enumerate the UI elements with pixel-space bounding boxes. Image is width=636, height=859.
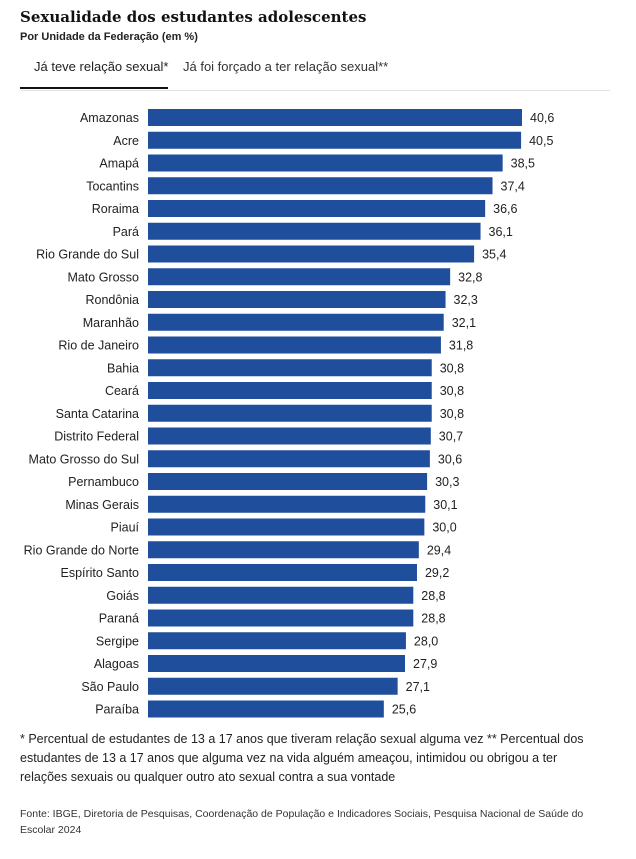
bar[interactable] bbox=[148, 131, 522, 149]
category-label: Mato Grosso bbox=[67, 270, 139, 284]
category-label: Pará bbox=[113, 225, 139, 239]
value-label: 32,1 bbox=[452, 316, 476, 330]
bar[interactable] bbox=[148, 586, 414, 604]
category-label: Mato Grosso do Sul bbox=[29, 452, 139, 466]
bar[interactable] bbox=[148, 700, 384, 718]
category-label: Goiás bbox=[106, 589, 139, 603]
category-label: Alagoas bbox=[94, 657, 139, 671]
category-label: Ceará bbox=[105, 384, 139, 398]
bar[interactable] bbox=[148, 336, 441, 354]
category-label: Piauí bbox=[111, 521, 140, 535]
category-label: Acre bbox=[113, 134, 139, 148]
bar[interactable] bbox=[148, 427, 431, 445]
value-label: 29,4 bbox=[427, 543, 451, 557]
value-label: 28,8 bbox=[421, 589, 445, 603]
value-label: 27,1 bbox=[406, 680, 430, 694]
bar[interactable] bbox=[148, 518, 425, 536]
category-label: Pernambuco bbox=[68, 475, 139, 489]
bar[interactable] bbox=[148, 245, 475, 263]
bar[interactable] bbox=[148, 359, 432, 377]
chart-subtitle: Por Unidade da Federação (em %) bbox=[20, 31, 198, 43]
value-label: 30,6 bbox=[438, 452, 462, 466]
category-label: Distrito Federal bbox=[54, 430, 139, 444]
value-label: 36,6 bbox=[493, 202, 517, 216]
category-label: Paraíba bbox=[95, 703, 139, 717]
bar[interactable] bbox=[148, 632, 406, 650]
bar[interactable] bbox=[148, 382, 432, 399]
value-label: 30,3 bbox=[435, 475, 459, 489]
category-label: São Paulo bbox=[81, 680, 139, 694]
value-label: 32,3 bbox=[454, 293, 478, 307]
bar[interactable] bbox=[148, 313, 444, 331]
value-label: 30,8 bbox=[440, 361, 464, 375]
bar[interactable] bbox=[148, 200, 486, 217]
value-label: 32,8 bbox=[458, 270, 482, 284]
value-label: 31,8 bbox=[449, 339, 473, 353]
category-label: Bahia bbox=[107, 361, 139, 375]
category-label: Paraná bbox=[99, 612, 139, 626]
bar[interactable] bbox=[148, 564, 417, 581]
value-label: 30,0 bbox=[432, 521, 456, 535]
bar[interactable] bbox=[148, 154, 503, 172]
category-label: Rondônia bbox=[85, 293, 139, 307]
category-label: Rio Grande do Sul bbox=[36, 248, 139, 262]
value-label: 30,1 bbox=[433, 498, 457, 512]
category-label: Espírito Santo bbox=[60, 566, 139, 580]
value-label: 40,6 bbox=[530, 111, 554, 125]
category-label: Santa Catarina bbox=[56, 407, 139, 421]
bar[interactable] bbox=[148, 177, 493, 195]
bar[interactable] bbox=[148, 109, 522, 126]
category-label: Rio Grande do Norte bbox=[24, 543, 139, 557]
bar[interactable] bbox=[148, 655, 406, 672]
bar[interactable] bbox=[148, 473, 428, 490]
tab-forced-sexual-relation[interactable]: Já foi forçado a ter relação sexual** bbox=[183, 59, 389, 74]
bar[interactable] bbox=[148, 404, 432, 422]
category-label: Amapá bbox=[99, 157, 139, 171]
tab-bar: Já teve relação sexual* Já foi forçado a… bbox=[20, 56, 610, 91]
bar-chart: Amazonas 40,6 Acre 40,5 Amapá 38,5 Tocantins 37… bbox=[24, 109, 554, 718]
category-label: Maranhão bbox=[83, 316, 139, 330]
value-label: 28,8 bbox=[421, 612, 445, 626]
footnote: * Percentual de estudantes de 13 a 17 an… bbox=[20, 732, 584, 784]
bar[interactable] bbox=[148, 495, 426, 513]
value-label: 30,7 bbox=[439, 430, 463, 444]
category-label: Minas Gerais bbox=[65, 498, 139, 512]
category-label: Tocantins bbox=[86, 179, 139, 193]
value-label: 30,8 bbox=[440, 384, 464, 398]
bar[interactable] bbox=[148, 450, 430, 468]
value-label: 36,1 bbox=[489, 225, 513, 239]
bar[interactable] bbox=[148, 541, 419, 559]
chart-title: Sexualidade dos estudantes adolescentes bbox=[20, 8, 367, 26]
value-label: 29,2 bbox=[425, 566, 449, 580]
category-label: Sergipe bbox=[96, 634, 139, 648]
value-label: 27,9 bbox=[413, 657, 437, 671]
value-label: 28,0 bbox=[414, 634, 438, 648]
value-label: 40,5 bbox=[529, 134, 553, 148]
bar[interactable] bbox=[148, 222, 481, 240]
value-label: 30,8 bbox=[440, 407, 464, 421]
value-label: 25,6 bbox=[392, 703, 416, 717]
bar[interactable] bbox=[148, 268, 451, 286]
tab-had-sexual-relation[interactable]: Já teve relação sexual* bbox=[20, 56, 168, 89]
source-note: Fonte: IBGE, Diretoria de Pesquisas, Coo… bbox=[20, 808, 584, 836]
bar[interactable] bbox=[148, 677, 398, 695]
category-label: Amazonas bbox=[80, 111, 139, 125]
bar[interactable] bbox=[148, 291, 446, 308]
bar[interactable] bbox=[148, 609, 414, 627]
value-label: 37,4 bbox=[501, 179, 525, 193]
category-label: Rio de Janeiro bbox=[58, 339, 139, 353]
category-label: Roraima bbox=[92, 202, 139, 216]
value-label: 35,4 bbox=[482, 248, 506, 262]
value-label: 38,5 bbox=[511, 157, 535, 171]
